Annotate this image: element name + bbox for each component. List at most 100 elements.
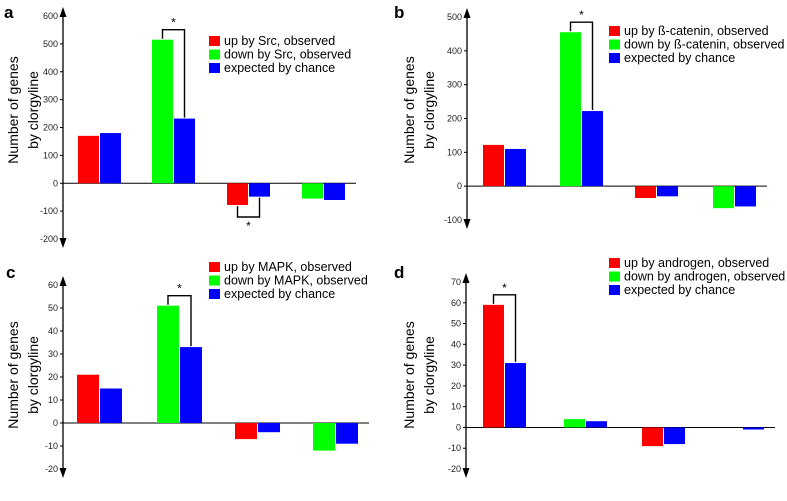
bar-observed (713, 186, 734, 209)
y-tick-label: 60 (451, 298, 461, 308)
y-axis-label-line: by clorgyline (25, 71, 41, 149)
panel-label: c (6, 263, 15, 282)
y-axis-arrow-up (463, 8, 471, 18)
significance-star: * (579, 8, 584, 22)
y-tick-label: -100 (40, 206, 58, 216)
y-tick-label: 60 (48, 280, 58, 290)
bar-expected (258, 423, 280, 433)
panel-label: d (394, 263, 404, 282)
y-tick-label: -100 (444, 215, 462, 225)
y-tick-label: 100 (43, 150, 58, 160)
significance-bracket (161, 28, 186, 118)
bar-observed (78, 135, 99, 184)
significance-star: * (171, 16, 176, 30)
bar-observed (642, 427, 663, 447)
bar-expected (586, 421, 607, 428)
y-tick-label: 30 (48, 349, 58, 359)
y-tick-label: -200 (40, 234, 58, 244)
significance-star: * (246, 219, 251, 233)
bar-expected (324, 183, 345, 200)
bar-expected (657, 186, 678, 197)
y-axis-label-line: Number of genes (5, 56, 21, 163)
legend-swatch (609, 26, 620, 36)
panel-label: b (394, 3, 404, 22)
bar-expected (735, 186, 756, 207)
legend-swatch (209, 289, 220, 299)
legend-label: expected by chance (224, 61, 335, 75)
bar-expected (174, 118, 195, 184)
bar-observed (564, 419, 585, 428)
y-tick-label: 200 (447, 114, 462, 124)
legend-label: down by ß-catenin, observed (624, 38, 785, 52)
bar-expected (249, 183, 270, 197)
y-axis-arrow-up (59, 276, 67, 286)
legend-label: down by Src, observed (224, 48, 351, 62)
bar-observed (77, 374, 99, 423)
bar-observed (152, 39, 173, 184)
legend-swatch (609, 271, 620, 282)
y-tick-label: 0 (456, 422, 461, 432)
legend-swatch (609, 285, 620, 295)
significance-bracket (569, 21, 594, 111)
y-tick-label: 30 (451, 360, 461, 370)
y-tick-label: 300 (447, 80, 462, 90)
bar-expected (664, 427, 685, 445)
y-tick-label: 50 (48, 303, 58, 313)
y-tick-label: -20 (448, 464, 461, 474)
panel-d: d Number of genes by clorgyline -20 -10 0 10 20… (394, 256, 785, 478)
y-axis-label-line: by clorgyline (25, 336, 41, 414)
bar-expected (582, 111, 603, 187)
panel-label: a (4, 3, 14, 22)
legend-label: expected by chance (224, 287, 335, 301)
legend-label: expected by chance (624, 51, 735, 65)
y-tick-label: 70 (451, 277, 461, 287)
y-axis-label-line: by clorgyline (421, 71, 437, 149)
y-tick-label: 20 (451, 381, 461, 391)
bar-observed (227, 183, 248, 205)
y-axis-arrow-up (462, 273, 470, 283)
legend-label: up by MAPK, observed (224, 260, 352, 274)
y-tick-label: 40 (451, 339, 461, 349)
legend-swatch (209, 36, 220, 46)
y-axis-arrow-down (462, 468, 470, 478)
legend-label: up by Src, observed (224, 34, 335, 48)
y-axis-label-line: Number of genes (401, 321, 417, 428)
y-axis-label: Number of genes by clorgyline (5, 56, 41, 163)
y-tick-label: -20 (45, 464, 58, 474)
significance-star: * (177, 282, 182, 296)
y-axis-arrow-down (59, 238, 67, 248)
y-tick-label: 200 (43, 123, 58, 133)
legend-label: expected by chance (624, 283, 735, 297)
panel-b: b Number of genes by clorgyline -100 0 100 200… (394, 3, 785, 229)
y-tick-label: 300 (43, 95, 58, 105)
legend-swatch (609, 53, 620, 63)
bar-expected (336, 423, 358, 444)
y-tick-label: 400 (43, 67, 58, 77)
bar-observed (635, 186, 656, 199)
y-axis-label-line: Number of genes (5, 321, 21, 428)
bar-expected (180, 347, 202, 423)
y-tick-label: 400 (447, 46, 462, 56)
legend-label: up by androgen, observed (624, 256, 769, 270)
y-tick-label: 50 (451, 319, 461, 329)
y-axis-label: Number of genes by clorgyline (5, 321, 41, 428)
significance-bracket (167, 295, 192, 347)
bar-observed (302, 183, 323, 199)
y-axis-label-line: by clorgyline (421, 336, 437, 414)
significance-bracket (236, 197, 261, 218)
legend-swatch (209, 49, 220, 60)
bar-observed (483, 304, 504, 428)
y-tick-label: 10 (48, 395, 58, 405)
y-tick-label: -10 (45, 441, 58, 451)
bar-expected (100, 133, 121, 184)
y-axis-label-line: Number of genes (401, 56, 417, 163)
y-tick-label: 0 (457, 181, 462, 191)
y-tick-label: 0 (53, 418, 58, 428)
legend-swatch (609, 258, 620, 268)
y-tick-label: 0 (53, 178, 58, 188)
